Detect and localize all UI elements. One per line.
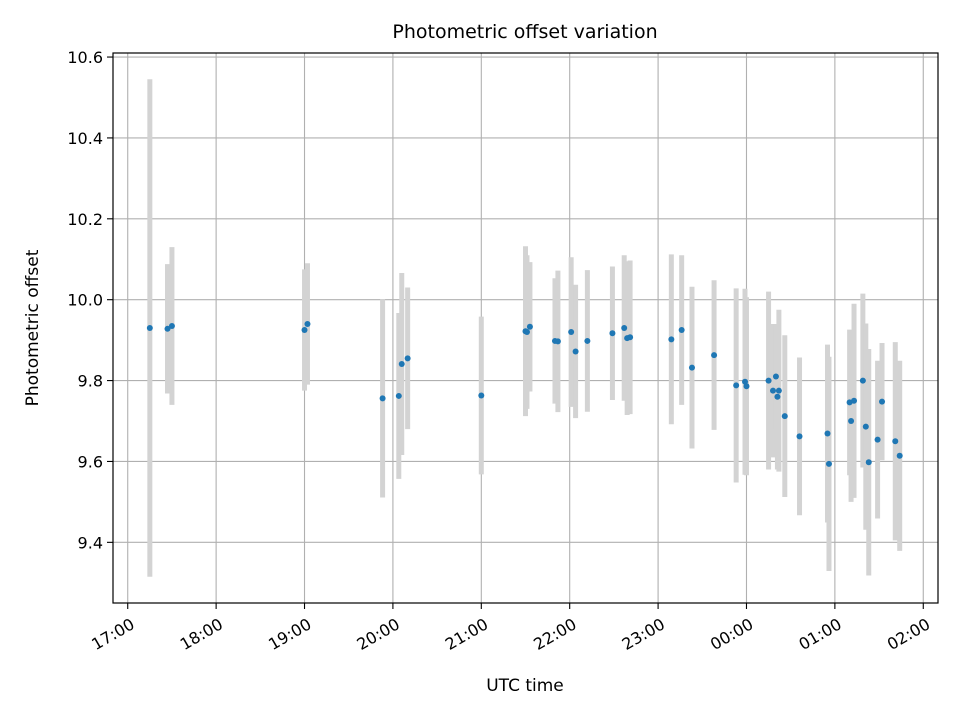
data-point (627, 334, 634, 341)
data-point (523, 329, 530, 336)
data-point (775, 387, 782, 394)
x-tick-label: 22:00 (530, 614, 579, 654)
y-tick-label: 10.4 (67, 129, 103, 148)
data-point (398, 360, 405, 367)
data-point (865, 459, 872, 466)
data-point (379, 395, 386, 402)
data-point (711, 352, 718, 359)
x-tick-label: 02:00 (884, 614, 933, 654)
data-point (862, 423, 869, 430)
error-bars (147, 79, 903, 577)
data-point (892, 438, 899, 445)
data-point (146, 325, 153, 331)
data-point (404, 355, 411, 362)
data-point (678, 327, 685, 334)
data-point (859, 377, 866, 384)
data-point (743, 383, 750, 390)
data-point (168, 322, 175, 329)
data-point (688, 364, 695, 371)
data-point (765, 377, 772, 384)
data-point (770, 387, 776, 394)
data-point (554, 338, 561, 345)
data-point (896, 452, 903, 459)
y-tick-label: 9.6 (78, 452, 103, 471)
data-point (668, 336, 675, 343)
data-point (851, 397, 858, 404)
data-point (733, 382, 740, 389)
data-point (164, 325, 171, 332)
data-point (526, 323, 533, 330)
data-point (572, 348, 579, 355)
data-point (621, 325, 628, 331)
plot-frame (112, 52, 939, 604)
data-point (478, 392, 485, 399)
x-axis-label: UTC time (486, 676, 564, 696)
data-point (609, 330, 616, 337)
x-tick-label: 21:00 (442, 614, 491, 654)
x-tick-label: 00:00 (707, 614, 756, 654)
data-point (874, 436, 881, 443)
y-tick-label: 10.6 (67, 48, 103, 67)
x-tick-label: 19:00 (265, 614, 314, 654)
y-ticks: 9.4 9.6 9.8 10.0 10.2 10.4 10.6 (67, 48, 113, 552)
data-point (395, 392, 402, 399)
data-point (796, 433, 803, 440)
data-point (568, 329, 575, 336)
data-point (824, 430, 831, 437)
data-point (879, 398, 886, 405)
x-tick-label: 23:00 (619, 614, 668, 654)
x-tick-label: 01:00 (795, 614, 844, 654)
data-point (781, 413, 788, 420)
data-points (146, 320, 903, 467)
data-point (304, 320, 311, 327)
chart-title: Photometric offset variation (392, 21, 657, 43)
x-tick-label: 18:00 (177, 614, 226, 654)
x-ticks: 17:00 18:00 19:00 20:00 21:00 22:00 23:00 00:00… (88, 603, 933, 654)
data-point (774, 393, 781, 400)
y-tick-label: 10.0 (67, 291, 103, 310)
data-point (584, 337, 591, 344)
data-point (772, 373, 779, 380)
x-tick-label: 17:00 (88, 614, 137, 654)
y-axis-label: Photometric offset (23, 249, 43, 406)
y-tick-label: 9.8 (78, 372, 103, 391)
data-point (825, 460, 832, 467)
y-tick-label: 9.4 (78, 533, 103, 552)
x-tick-label: 20:00 (353, 614, 402, 654)
data-point (301, 327, 308, 334)
y-tick-label: 10.2 (67, 210, 103, 229)
data-point (848, 418, 855, 425)
